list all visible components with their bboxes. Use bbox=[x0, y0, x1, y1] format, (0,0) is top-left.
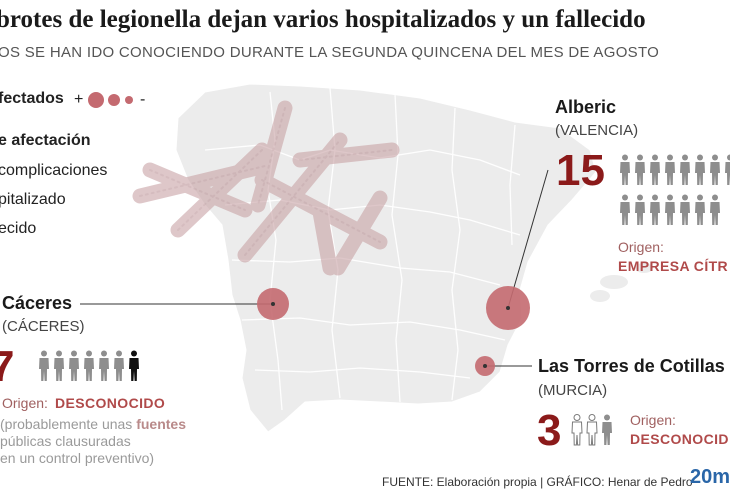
deceased-person-icon bbox=[129, 350, 139, 381]
torres-origin-label: Origen: bbox=[630, 412, 676, 428]
person-icon bbox=[665, 154, 675, 185]
caceres-origin-label: Origen: bbox=[2, 395, 48, 411]
person-icon bbox=[635, 194, 645, 225]
legend-size-circles bbox=[88, 92, 133, 108]
peninsula-shape bbox=[175, 83, 597, 433]
torres-province: (MURCIA) bbox=[538, 382, 608, 399]
alberic-origin-value: EMPRESA CÍTR bbox=[618, 258, 729, 274]
torres-people-icons bbox=[571, 414, 613, 446]
page-subtitle: OS SE HAN IDO CONOCIENDO DURANTE LA SEGU… bbox=[0, 44, 660, 61]
legend-item-deceased: ecido bbox=[0, 220, 37, 237]
legend-level-title: e afectación bbox=[0, 132, 91, 149]
person-icon bbox=[650, 194, 660, 225]
caceres-note: (probablemente unas fuentes públicas cla… bbox=[0, 416, 186, 466]
person-icon bbox=[695, 194, 705, 225]
connector-alberic bbox=[507, 169, 549, 309]
hospitalized-person-icon bbox=[571, 414, 583, 446]
alberic-province: (VALENCIA) bbox=[555, 122, 639, 139]
torres-city: Las Torres de Cotillas bbox=[538, 356, 725, 376]
person-icon bbox=[39, 350, 49, 381]
legionella-bacteria-illustration bbox=[132, 100, 400, 276]
person-icon bbox=[725, 154, 730, 185]
legend-item-complications: complicaciones bbox=[0, 162, 108, 179]
legend-affected-label: fectados bbox=[0, 90, 64, 107]
footer-source: FUENTE: Elaboración propia | GRÁFICO: He… bbox=[382, 475, 693, 489]
islands bbox=[590, 263, 653, 302]
hospitalized-person-icon bbox=[586, 414, 598, 446]
alberic-people-icons bbox=[619, 154, 730, 226]
person-icon bbox=[665, 194, 675, 225]
person-icon bbox=[650, 154, 660, 185]
person-icon bbox=[114, 350, 124, 381]
alberic-city: Alberic bbox=[555, 97, 617, 117]
person-icon bbox=[602, 414, 612, 445]
legend-plus: + bbox=[74, 91, 84, 108]
caceres-city: Cáceres bbox=[2, 293, 73, 313]
alberic-count: 15 bbox=[556, 146, 605, 195]
caceres-people-icons bbox=[38, 350, 140, 382]
alberic-origin-label: Origen: bbox=[618, 239, 664, 255]
person-icon bbox=[54, 350, 64, 381]
person-icon bbox=[620, 154, 630, 185]
page-title: brotes de legionella dejan varios hospit… bbox=[0, 6, 646, 33]
torres-origin-value: DESCONOCID bbox=[630, 431, 729, 447]
person-icon bbox=[710, 154, 720, 185]
person-icon bbox=[695, 154, 705, 185]
person-icon bbox=[635, 154, 645, 185]
legend-minus: - bbox=[140, 91, 146, 108]
person-icon bbox=[680, 154, 690, 185]
person-icon bbox=[69, 350, 79, 381]
caceres-count: 7 bbox=[0, 342, 15, 391]
legend-item-hospitalized: pitalizado bbox=[0, 191, 66, 208]
caceres-origin-value: DESCONOCIDO bbox=[55, 395, 166, 411]
brand-logo: 20m bbox=[690, 466, 730, 488]
person-icon bbox=[620, 194, 630, 225]
caceres-province: (CÁCERES) bbox=[2, 318, 85, 335]
person-icon bbox=[99, 350, 109, 381]
person-icon bbox=[710, 194, 720, 225]
person-icon bbox=[84, 350, 94, 381]
person-icon bbox=[680, 194, 690, 225]
torres-count: 3 bbox=[537, 406, 562, 455]
